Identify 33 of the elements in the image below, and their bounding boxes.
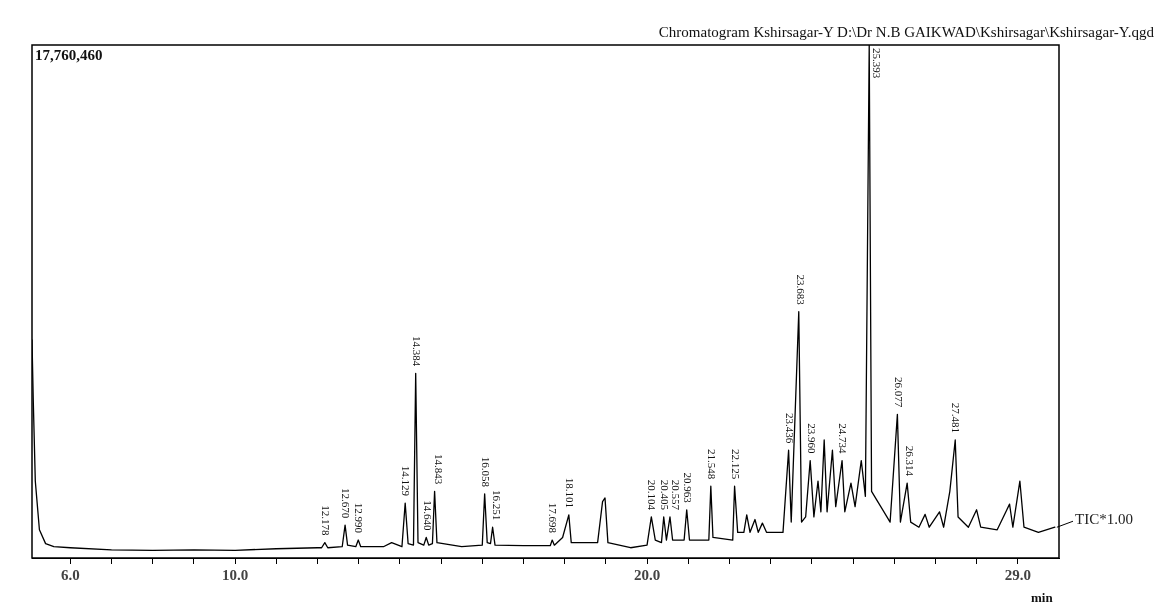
annotation: 12.178 (319, 505, 332, 537)
x-tick-label: 29.0 (1004, 566, 1031, 583)
annotation: 21.548 (705, 448, 718, 480)
annotation: 12.990 (353, 502, 366, 534)
annotation: 18.101 (563, 477, 576, 508)
annotation: 14.640 (422, 500, 435, 531)
annotation: 20.405 (658, 479, 671, 511)
chart-title: Chromatogram Kshirsagar-Y D:\Dr N.B GAIKWAD\Kshirsagar\Kshirsagar-Y.qgd (658, 24, 1155, 41)
annotation: 26.314 (903, 445, 916, 477)
annotation: 16.058 (479, 456, 492, 488)
x-tick-label: 6.0 (60, 566, 80, 583)
x-tick-label: 20.0 (633, 566, 661, 583)
annotation: 20.104 (646, 479, 659, 511)
annotation: 26.077 (892, 377, 905, 408)
annotation: 25.393 (871, 48, 884, 79)
annotation: 20.963 (681, 472, 694, 504)
annotation: 23.960 (805, 423, 818, 455)
annotation: 20.557 (669, 479, 682, 511)
annotation: 16.251 (490, 489, 503, 521)
annotation: 17,760,460 (35, 47, 103, 64)
annotation: 23.683 (794, 274, 807, 306)
annotation: 12.670 (340, 487, 353, 519)
annotation: 22.125 (729, 448, 742, 480)
annotation: 14.384 (411, 336, 424, 367)
annotation: 14.129 (400, 465, 413, 497)
annotation: 27.481 (950, 402, 963, 434)
annotation: 23.436 (783, 413, 796, 444)
x-tick-label: 10.0 (221, 566, 249, 583)
annotation: 24.734 (837, 423, 850, 455)
x-axis-title: min (1030, 589, 1054, 605)
annotation: 14.843 (433, 454, 446, 485)
annotation: 17.698 (547, 502, 560, 534)
legend-label: TIC*1.00 (1075, 511, 1133, 528)
